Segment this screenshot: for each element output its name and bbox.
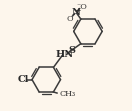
Text: ⁻O: ⁻O (77, 3, 88, 11)
Text: CH₃: CH₃ (60, 90, 76, 98)
Text: S: S (68, 46, 75, 55)
Text: +: + (76, 8, 81, 13)
Text: HN: HN (55, 50, 73, 59)
Text: N: N (71, 8, 80, 17)
Text: O: O (67, 15, 74, 23)
Text: Cl: Cl (18, 75, 29, 84)
